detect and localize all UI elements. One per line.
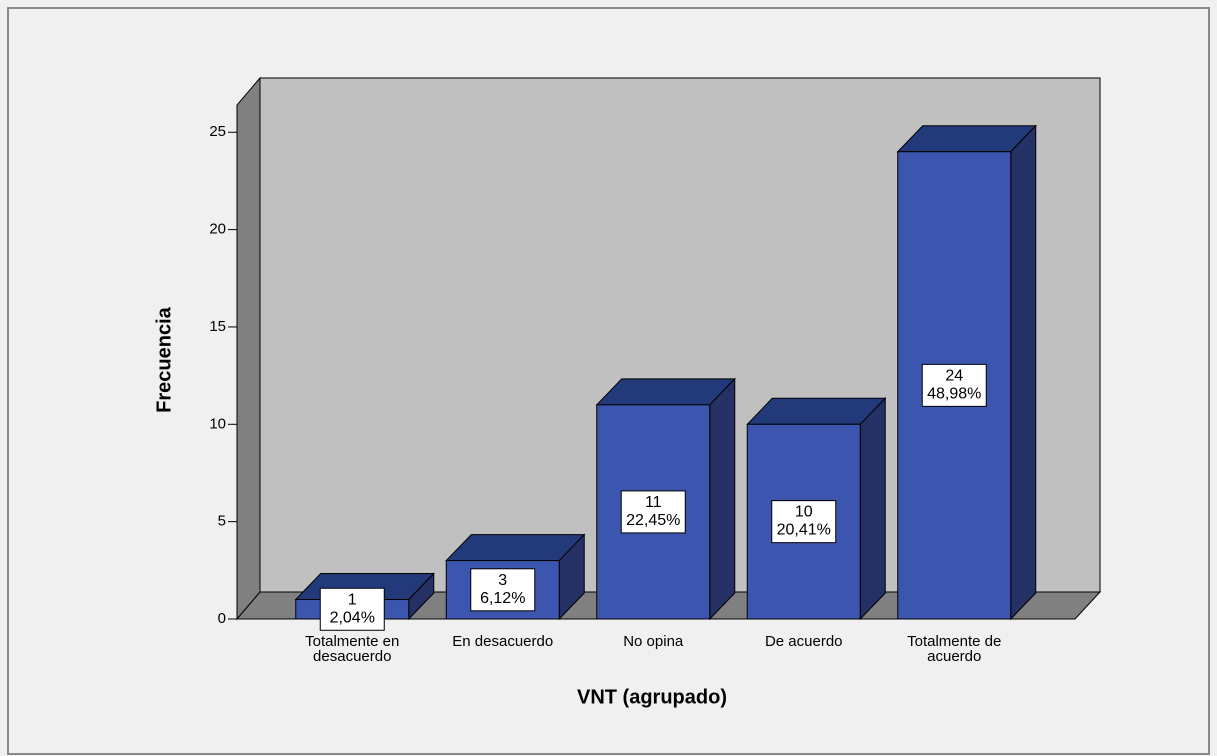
y-tick-label: 15 [209, 318, 226, 335]
value-label-count: 1 [348, 591, 357, 608]
value-label-box [470, 568, 536, 612]
bar-side [1010, 124, 1037, 621]
value-label-count: 11 [645, 494, 662, 511]
left-wall [236, 76, 261, 621]
x-tick-label: En desacuerdo [452, 633, 554, 650]
value-label-box [921, 363, 987, 407]
value-label-box [319, 587, 385, 631]
bar-side [859, 397, 886, 621]
x-axis-title: VNT (agrupado) [577, 686, 727, 708]
value-label-percent: 20,41% [777, 522, 831, 539]
x-tick-label: Totalmente en desacuerdo [305, 633, 400, 665]
value-label: 24 48,98% [927, 368, 981, 403]
x-tick-label: No opina [623, 633, 684, 650]
value-label-count: 3 [498, 572, 507, 589]
value-label: 1 2,04% [330, 591, 375, 626]
value-label: 3 6,12% [480, 572, 525, 607]
value-label-box [620, 490, 686, 534]
value-label-percent: 6,12% [480, 590, 525, 607]
value-label: 10 20,41% [777, 504, 831, 539]
y-tick-label: 10 [209, 415, 226, 432]
y-tick-label: 0 [218, 610, 226, 627]
value-label-percent: 22,45% [626, 512, 680, 529]
bar [596, 404, 711, 620]
y-tick-label: 5 [218, 513, 226, 530]
value-label: 11 22,45% [626, 494, 680, 529]
value-label-count: 24 [945, 368, 963, 385]
value-label-percent: 48,98% [927, 386, 981, 403]
x-tick-label: Totalmente de acuerdo [907, 633, 1002, 665]
y-axis-title: Frecuencia [153, 306, 175, 412]
value-label-box [771, 500, 837, 544]
y-tick-label: 20 [209, 221, 226, 238]
bar-side [709, 377, 736, 621]
value-label-percent: 2,04% [330, 609, 375, 626]
x-tick-label: De acuerdo [764, 633, 843, 650]
y-tick-label: 25 [209, 123, 226, 140]
value-label-count: 10 [795, 504, 813, 521]
